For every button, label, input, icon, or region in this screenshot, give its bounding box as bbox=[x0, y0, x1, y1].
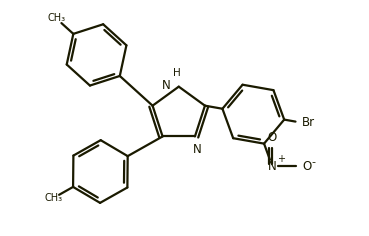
Text: +: + bbox=[277, 154, 285, 164]
Text: CH₃: CH₃ bbox=[47, 13, 65, 23]
Text: N: N bbox=[268, 160, 277, 173]
Text: H: H bbox=[173, 68, 181, 78]
Text: N: N bbox=[193, 143, 201, 156]
Text: O: O bbox=[268, 131, 277, 144]
Text: -: - bbox=[311, 157, 315, 167]
Text: Br: Br bbox=[302, 116, 315, 129]
Text: CH₃: CH₃ bbox=[44, 193, 62, 203]
Text: N: N bbox=[162, 79, 170, 92]
Text: O: O bbox=[303, 160, 312, 173]
